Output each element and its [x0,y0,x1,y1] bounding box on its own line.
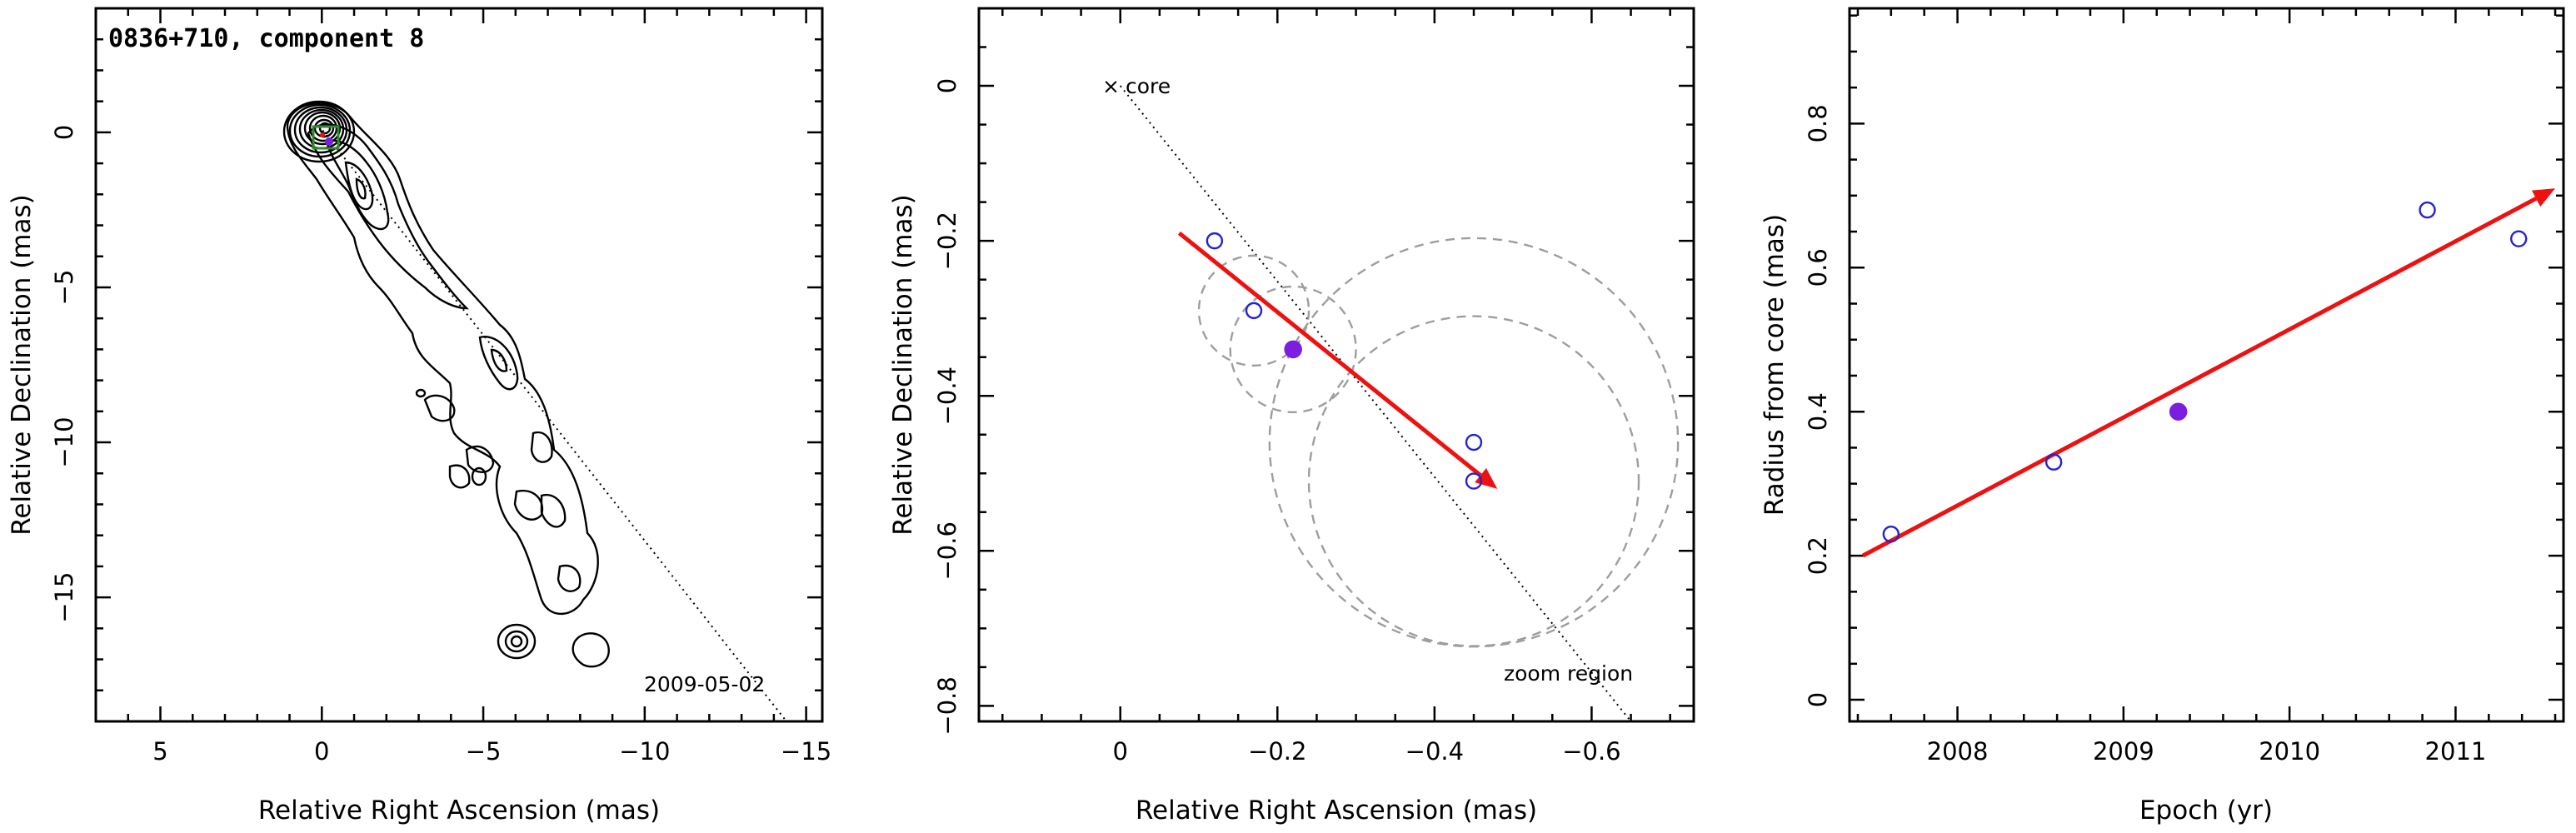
panel1-y-axis-label: Relative Declination (mas) [7,194,37,536]
panel2-plot-area [1119,85,1680,722]
x-tick-label: −0.4 [1405,737,1464,766]
x-tick-label: −0.6 [1562,737,1620,766]
current-epoch-point [2169,402,2188,421]
epoch-point [2419,201,2436,219]
panel2-y-axis-label: Relative Declination (mas) [888,194,918,536]
panel3-frame [1848,7,2565,723]
x-tick-label: 5 [152,737,167,766]
x-tick-label: 2008 [1927,737,1989,766]
panel1-y-ticks: 0 −5 −10 −15 [50,7,822,723]
zoom-region-box [312,125,340,150]
epoch-point [1882,525,1900,543]
x-tick-label: −0.2 [1248,737,1306,766]
y-tick-label: −10 [50,416,78,467]
current-epoch-point [1284,340,1302,359]
x-tick-label: 0 [1112,737,1127,766]
y-tick-label: 0.2 [1804,536,1832,575]
y-tick-label: −0.2 [933,212,961,270]
y-tick-label: 0 [933,78,961,93]
panel2-x-axis-label: Relative Right Ascension (mas) [1136,796,1537,826]
x-tick-label: −15 [781,737,831,766]
x-tick-label: 2010 [2259,737,2320,766]
y-tick-label: 0 [1804,692,1832,707]
core-label: core [1126,74,1171,98]
panel2-frame [977,7,1695,723]
panel1-x-ticks: 5 0 −5 −10 −15 [94,8,831,766]
panel3-plot-area [1861,188,2556,558]
x-tick-label: −5 [466,737,502,766]
radius-vs-epoch-panel: 2008 2009 2010 2011 0 0.2 0.4 0.6 0.8 Epoch (yr… [1760,7,2565,826]
core-marker: × [1102,74,1120,98]
panel3-y-axis-label: Radius from core (mas) [1760,214,1790,516]
epoch-point [1465,433,1483,451]
panel1-jet-direction-line [318,125,787,722]
panel1-frame [94,7,824,723]
epoch-point [1245,302,1263,320]
panel1-x-axis-label: Relative Right Ascension (mas) [258,796,660,826]
motion-arrow-shaft [1177,231,1482,477]
panel1-title: 0836+710, component 8 [108,24,424,53]
panel2-x-ticks: 0 −0.2 −0.4 −0.6 [1001,8,1671,766]
x-tick-label: 0 [314,737,329,766]
contour-map-panel: 0836+710, component 8 2009-05-02 5 0 −5 −10… [7,7,831,826]
y-tick-label: −0.4 [933,367,961,425]
epoch-point [1465,472,1483,490]
x-tick-label: −10 [619,737,670,766]
y-tick-label: 0.6 [1804,248,1832,287]
zoom-region-panel: 0 −0.2 −0.4 −0.6 0 −0.2 −0.4 −0.6 −0.8 Relative… [888,7,1695,826]
jet-contours [286,102,610,668]
fit-arrow-head [2531,188,2556,207]
panel3-x-axis-label: Epoch (yr) [2139,796,2273,826]
panel3-x-ticks: 2008 2009 2010 2011 [1856,8,2557,766]
panel2-y-ticks: 0 −0.2 −0.4 −0.6 −0.8 [933,7,1694,736]
component-size-circle [1197,254,1310,367]
component-8-arrow-marker [320,132,325,137]
epoch-point [2044,453,2063,471]
y-tick-label: −0.6 [933,521,961,580]
y-tick-label: −15 [50,572,78,623]
component-size-circle [1307,315,1640,647]
epoch-point [2509,230,2528,247]
y-tick-label: −0.8 [933,676,961,735]
fit-arrow-shaft [1861,197,2538,558]
zoom-region-label: zoom region [1504,661,1633,686]
x-tick-label: 2011 [2425,737,2487,766]
y-tick-label: 0.4 [1804,392,1832,431]
panel1-date-label: 2009-05-02 [644,672,765,696]
y-tick-label: −5 [50,270,78,306]
x-tick-label: 2009 [2093,737,2154,766]
epoch-point [1206,232,1224,250]
panel3-y-ticks: 0 0.2 0.4 0.6 0.8 [1804,14,2564,707]
y-tick-label: 0.8 [1804,104,1832,142]
y-tick-label: 0 [50,125,78,140]
component-8-marker [325,137,333,146]
component-size-circle [1229,285,1357,414]
